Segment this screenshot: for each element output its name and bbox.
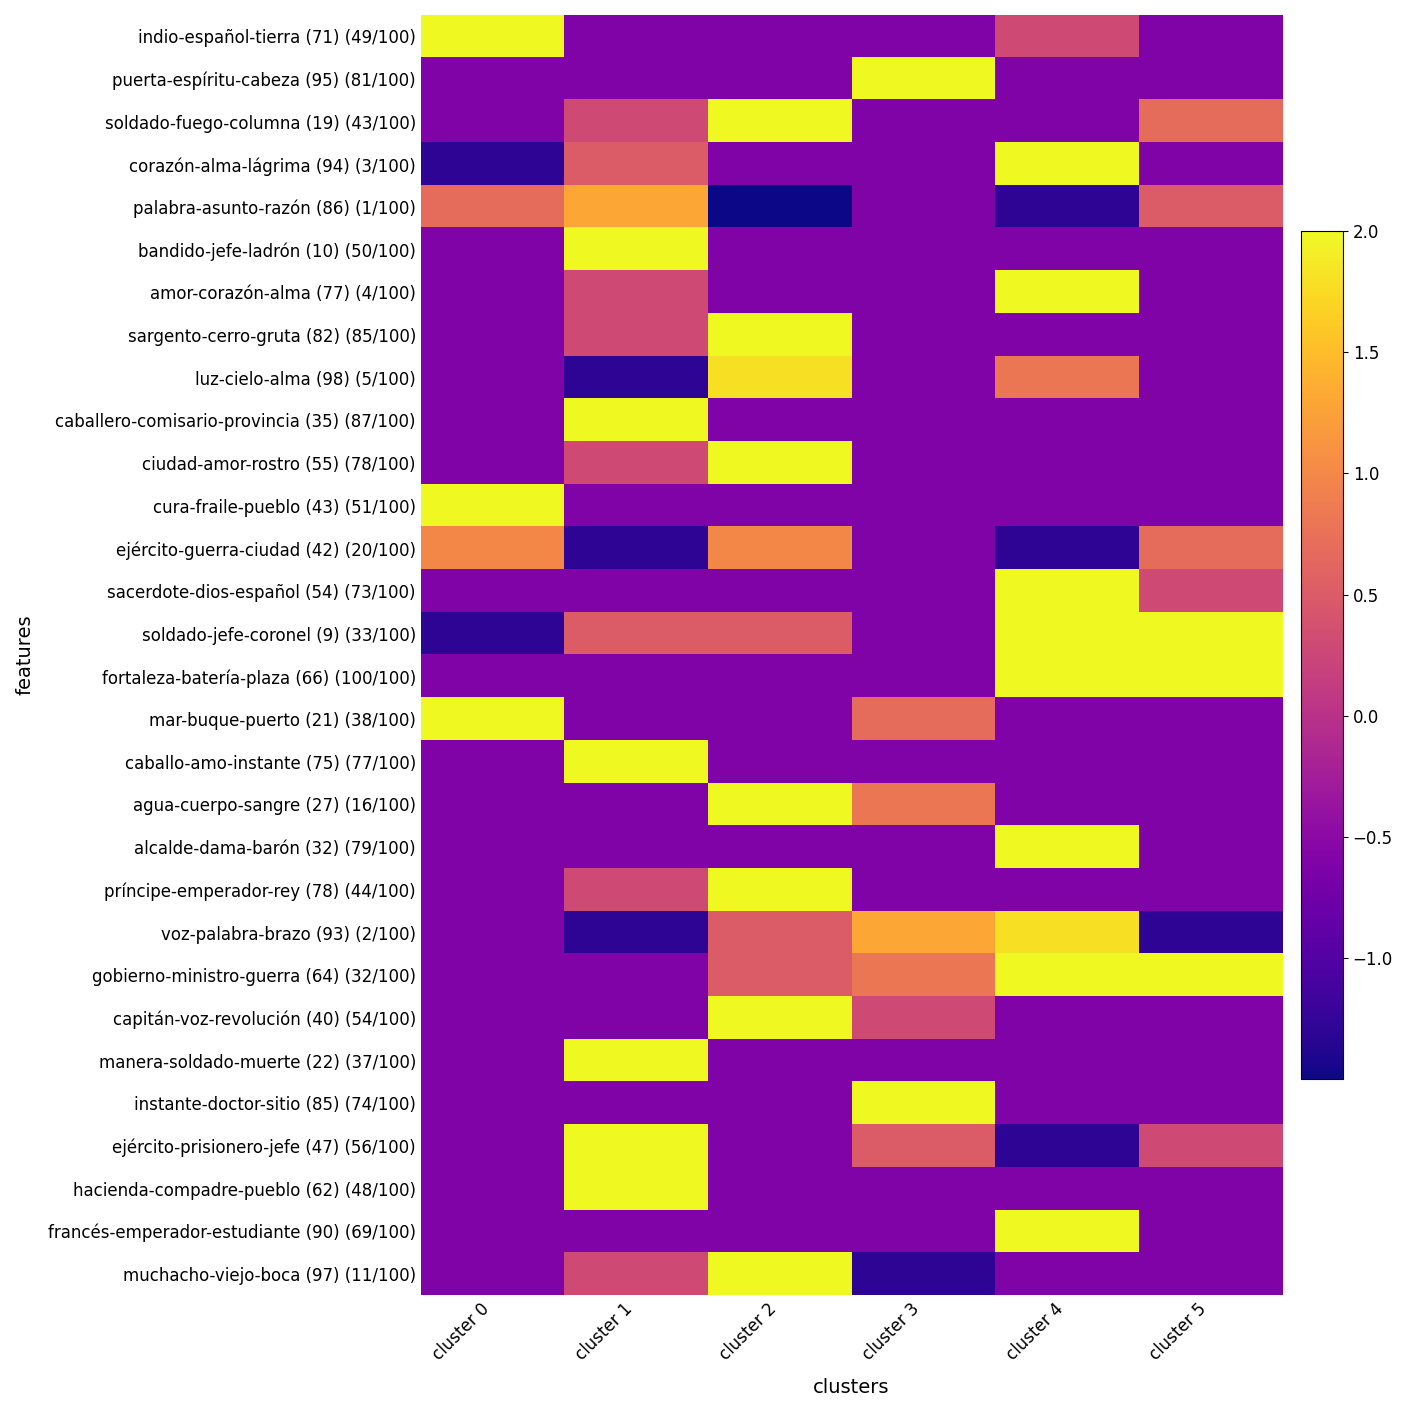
X-axis label: clusters: clusters — [814, 1378, 890, 1396]
Y-axis label: features: features — [15, 614, 34, 696]
